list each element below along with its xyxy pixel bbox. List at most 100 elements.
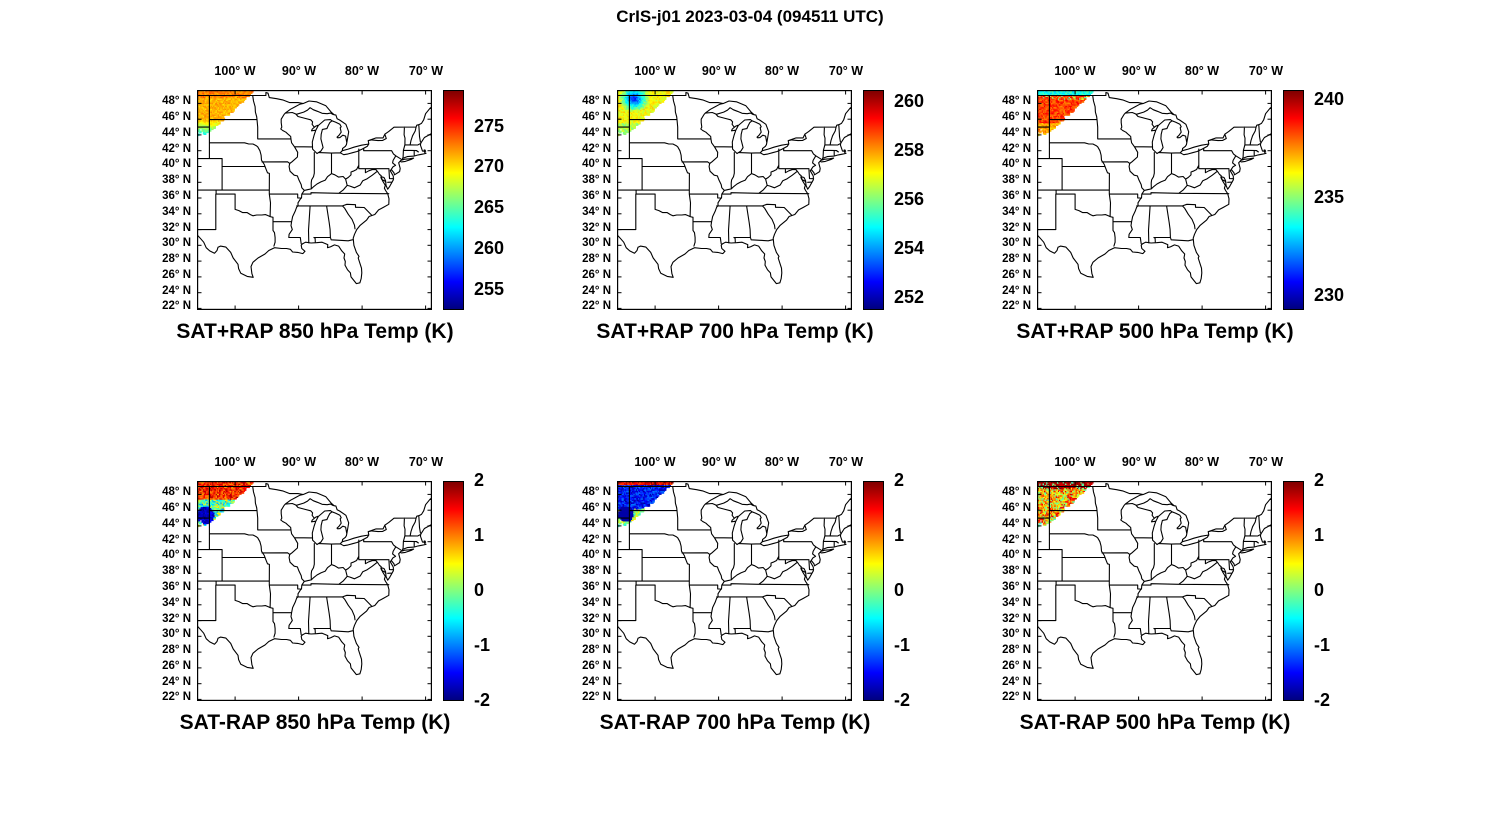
colorbar-sat-plus-rap-850 — [443, 90, 464, 310]
lat-tick-label: 42° N — [582, 534, 611, 546]
lat-tick-label: 36° N — [582, 190, 611, 202]
lat-tick-label: 34° N — [162, 597, 191, 609]
colorbar-tick-label: 260 — [474, 238, 505, 258]
lat-tick-label: 22° N — [1002, 300, 1031, 312]
lat-tick-label: 46° N — [1002, 111, 1031, 123]
lon-tick-label: 100° W — [634, 64, 676, 78]
map-canvas-sat-minus-rap-700 — [617, 481, 852, 701]
lat-tick-label: 38° N — [1002, 565, 1031, 577]
lat-tick-label: 48° N — [1002, 95, 1031, 107]
lat-tick-label: 26° N — [582, 660, 611, 672]
lat-tick-label: 28° N — [1002, 253, 1031, 265]
lat-tick-label: 24° N — [162, 285, 191, 297]
lat-tick-label: 26° N — [162, 269, 191, 281]
map-canvas-sat-minus-rap-500 — [1037, 481, 1272, 701]
colorbar-tick-label: 256 — [894, 189, 925, 209]
lat-tick-label: 26° N — [162, 660, 191, 672]
colorbar-tick-label: 270 — [474, 156, 505, 176]
lat-tick-label: 40° N — [162, 549, 191, 561]
lon-tick-label: 100° W — [1054, 64, 1096, 78]
lon-tick-label: 100° W — [1054, 455, 1096, 469]
lon-tick-label: 90° W — [701, 64, 737, 78]
lat-tick-label: 36° N — [162, 581, 191, 593]
lon-tick-label: 100° W — [214, 64, 256, 78]
lat-tick-label: 24° N — [1002, 676, 1031, 688]
lat-tick-label: 32° N — [162, 613, 191, 625]
colorbar-sat-minus-rap-700 — [863, 481, 884, 701]
lat-tick-label: 34° N — [1002, 206, 1031, 218]
lat-tick-label: 36° N — [582, 581, 611, 593]
lat-tick-label: 34° N — [582, 597, 611, 609]
lon-tick-label: 70° W — [1248, 455, 1284, 469]
lat-tick-label: 26° N — [1002, 660, 1031, 672]
lat-tick-label: 40° N — [582, 549, 611, 561]
colorbar-tick-label: -1 — [894, 635, 911, 655]
lat-tick-label: 28° N — [162, 253, 191, 265]
colorbar-tick-label: 260 — [894, 91, 925, 111]
lat-tick-label: 32° N — [1002, 222, 1031, 234]
colorbar-tick-label: 230 — [1314, 285, 1345, 305]
panel-sat-minus-rap-700: 100° W 90° W 80° W 70° W 48° N 46° N 44° N 42°… — [582, 455, 910, 734]
panel-sat-plus-rap-850: 100° W 90° W 80° W 70° W 48° N 46° N 44° N 42°… — [162, 64, 504, 343]
lat-tick-label: 42° N — [582, 143, 611, 155]
panel-sat-minus-rap-850: 100° W 90° W 80° W 70° W 48° N 46° N 44° N 42°… — [162, 455, 490, 734]
colorbar-sat-plus-rap-700 — [863, 90, 884, 310]
lat-tick-label: 30° N — [582, 628, 611, 640]
lat-tick-label: 30° N — [582, 237, 611, 249]
lat-tick-label: 22° N — [582, 300, 611, 312]
lat-tick-label: 36° N — [1002, 190, 1031, 202]
lat-tick-label: 38° N — [162, 174, 191, 186]
lat-tick-label: 46° N — [582, 111, 611, 123]
colorbar-tick-label: 258 — [894, 140, 925, 160]
lat-tick-label: 24° N — [1002, 285, 1031, 297]
colorbar-tick-label: 235 — [1314, 187, 1345, 207]
colorbar-tick-label: 0 — [474, 580, 485, 600]
lat-tick-label: 44° N — [162, 518, 191, 530]
colorbar-tick-label: 2 — [474, 470, 485, 490]
lat-tick-label: 30° N — [1002, 237, 1031, 249]
lat-tick-label: 46° N — [162, 502, 191, 514]
colorbar-sat-minus-rap-850 — [443, 481, 464, 701]
lat-tick-label: 30° N — [1002, 628, 1031, 640]
lat-tick-label: 44° N — [1002, 518, 1031, 530]
colorbar-tick-label: 255 — [474, 279, 505, 299]
lon-tick-label: 80° W — [764, 455, 800, 469]
lat-tick-label: 28° N — [162, 644, 191, 656]
map-canvas-sat-minus-rap-850 — [197, 481, 432, 701]
colorbar-tick-label: -2 — [474, 690, 491, 710]
map-canvas-sat-plus-rap-500 — [1037, 90, 1272, 310]
colorbar-sat-plus-rap-500 — [1283, 90, 1304, 310]
lon-tick-label: 70° W — [828, 455, 864, 469]
lon-tick-label: 90° W — [281, 455, 317, 469]
panel-caption: SAT-RAP 500 hPa Temp (K) — [1019, 711, 1291, 734]
lat-tick-label: 42° N — [162, 534, 191, 546]
lat-tick-label: 48° N — [582, 486, 611, 498]
lat-tick-label: 46° N — [1002, 502, 1031, 514]
lat-tick-label: 30° N — [162, 237, 191, 249]
panel-caption: SAT+RAP 700 hPa Temp (K) — [596, 320, 874, 343]
lat-tick-label: 42° N — [162, 143, 191, 155]
panel-caption: SAT+RAP 850 hPa Temp (K) — [176, 320, 454, 343]
lat-tick-label: 40° N — [582, 158, 611, 170]
colorbar-tick-label: 1 — [474, 525, 485, 545]
lon-tick-label: 80° W — [764, 64, 800, 78]
lat-tick-label: 44° N — [1002, 127, 1031, 139]
colorbar-tick-label: 1 — [894, 525, 905, 545]
colorbar-sat-minus-rap-500 — [1283, 481, 1304, 701]
lat-tick-label: 22° N — [1002, 691, 1031, 703]
lat-tick-label: 44° N — [162, 127, 191, 139]
lat-tick-label: 38° N — [162, 565, 191, 577]
lat-tick-label: 48° N — [582, 95, 611, 107]
lon-tick-label: 90° W — [701, 455, 737, 469]
colorbar-tick-label: -1 — [1314, 635, 1331, 655]
lon-tick-label: 90° W — [1121, 64, 1157, 78]
lat-tick-label: 48° N — [1002, 486, 1031, 498]
lat-tick-label: 26° N — [582, 269, 611, 281]
lat-tick-label: 22° N — [162, 300, 191, 312]
lat-tick-label: 32° N — [1002, 613, 1031, 625]
lon-tick-label: 70° W — [408, 64, 444, 78]
lat-tick-label: 36° N — [1002, 581, 1031, 593]
colorbar-tick-label: -2 — [894, 690, 911, 710]
lat-tick-label: 38° N — [1002, 174, 1031, 186]
